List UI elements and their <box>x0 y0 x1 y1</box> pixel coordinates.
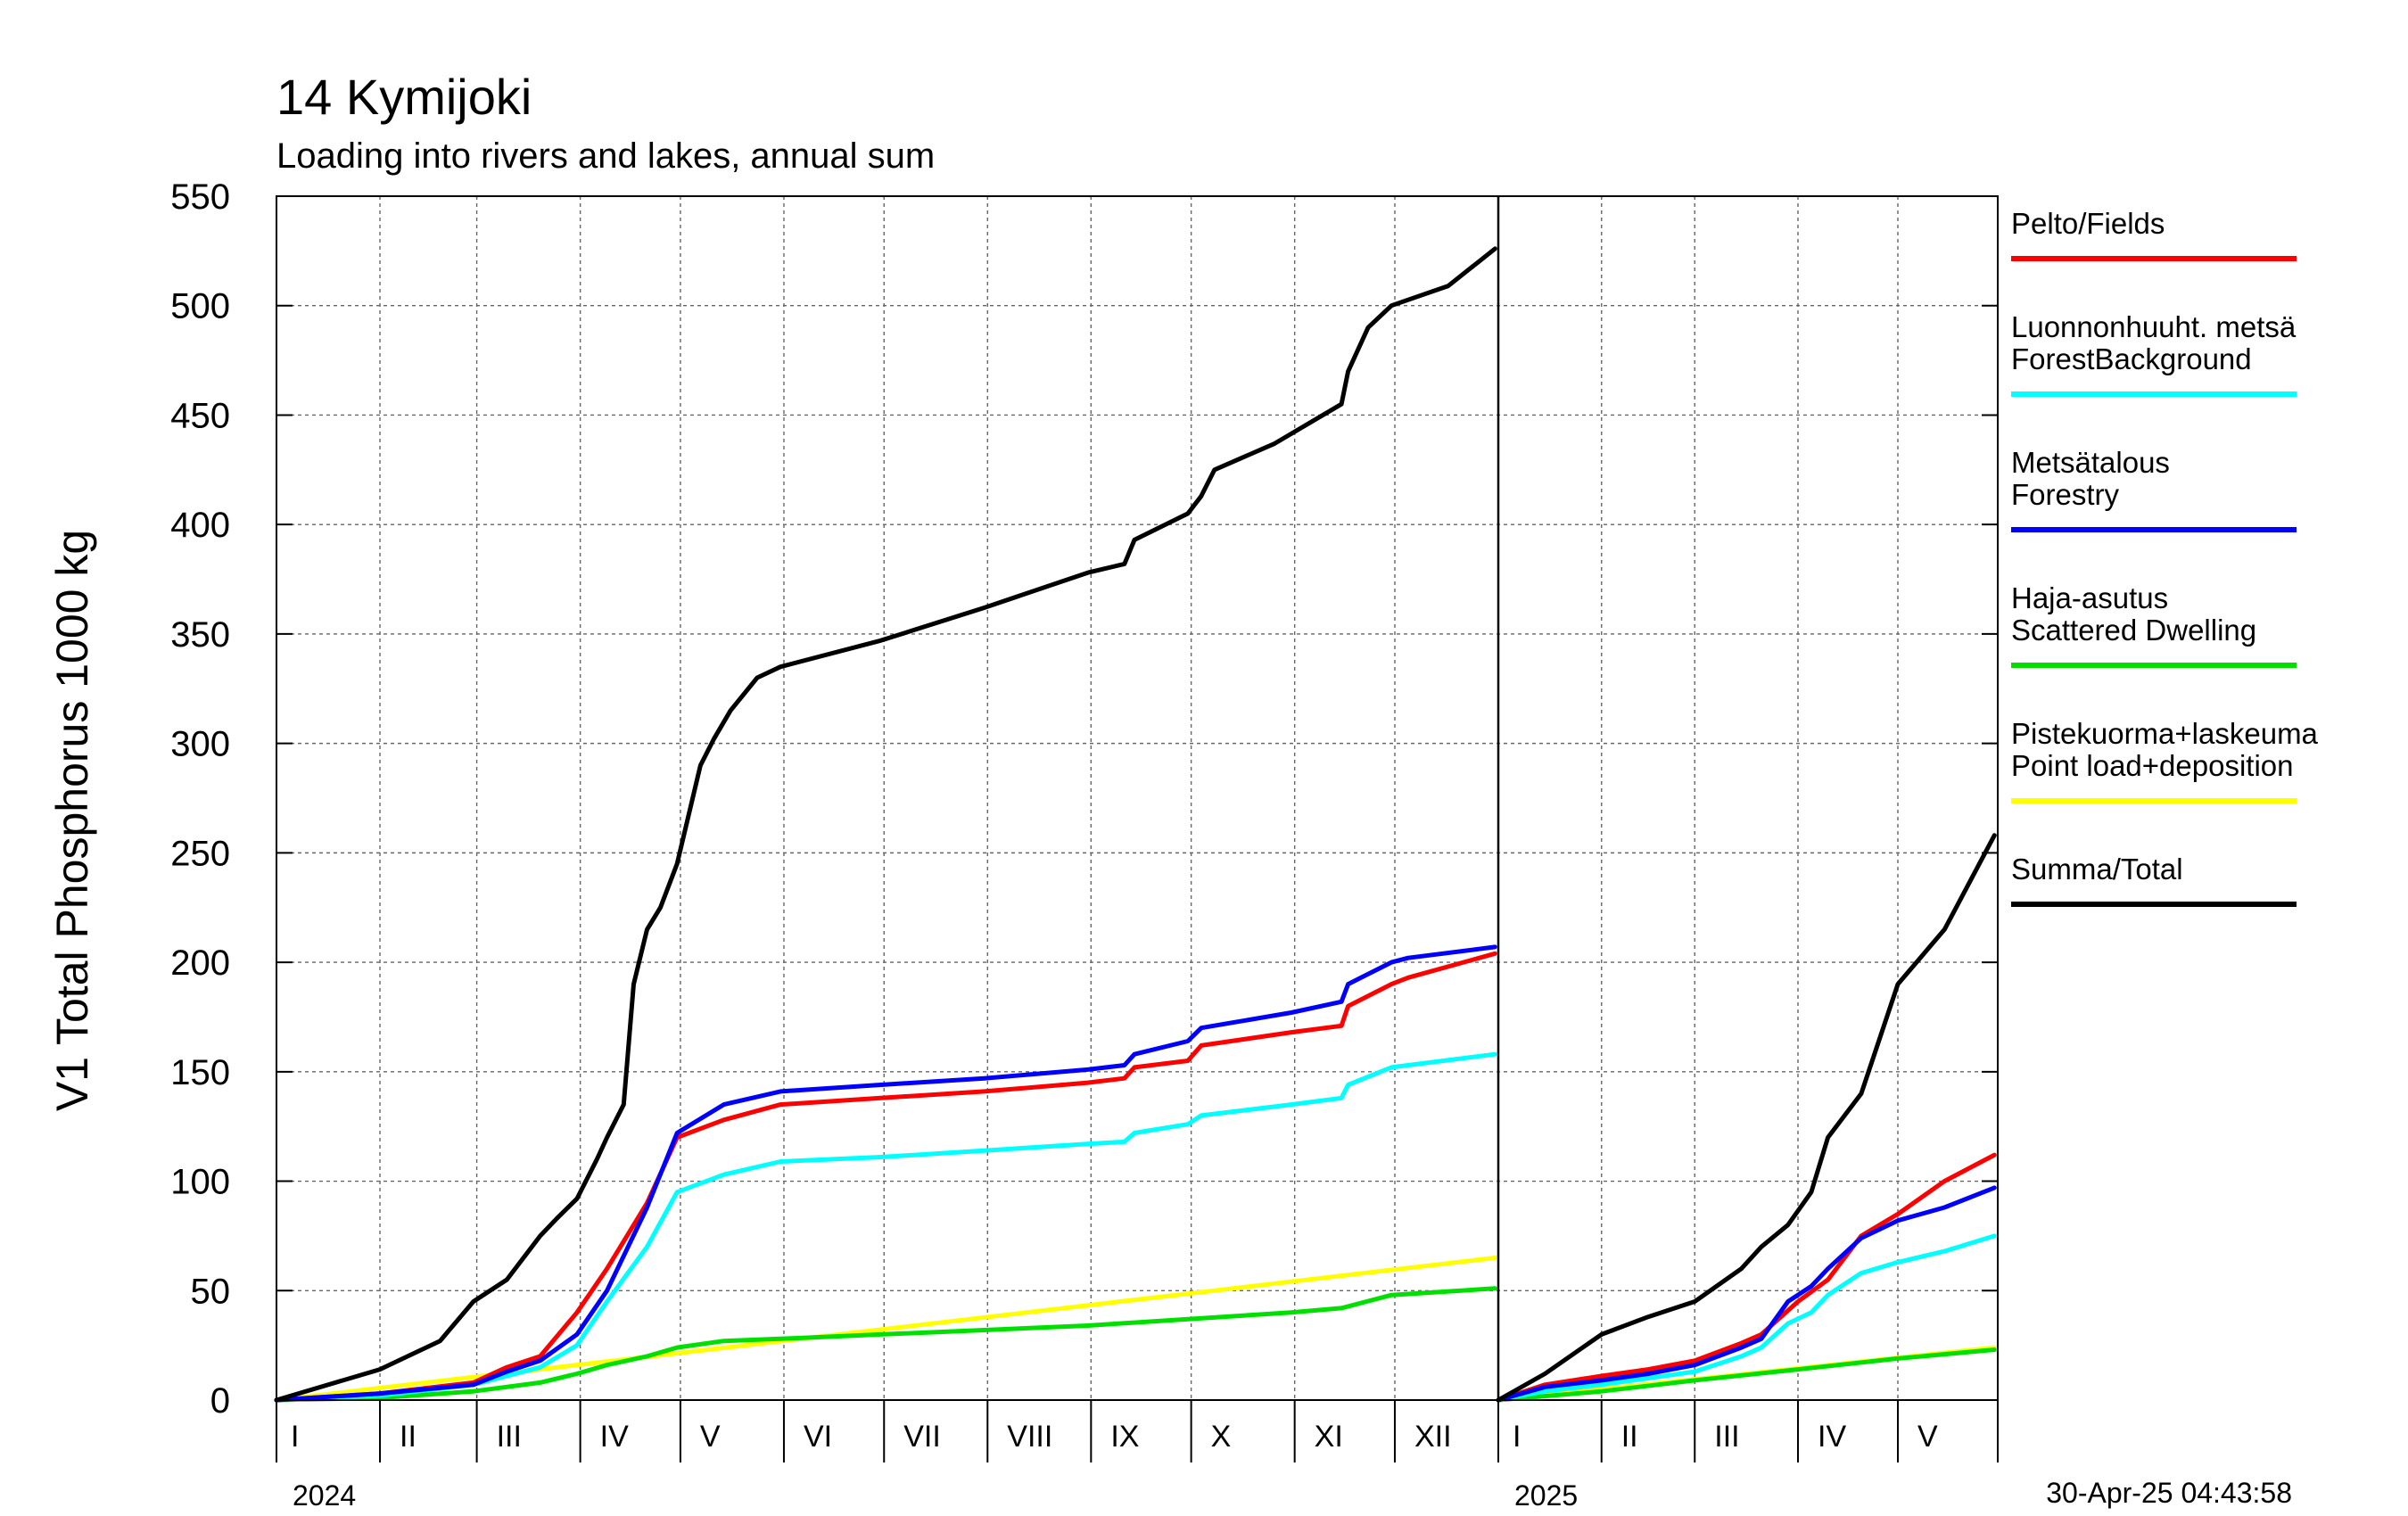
timestamp: 30-Apr-25 04:43:58 <box>2046 1477 2292 1509</box>
y-tick-label: 300 <box>170 725 230 764</box>
legend-label: Luonnonhuuht. metsä <box>2011 310 2297 343</box>
series-line-total-2025 <box>1496 833 1997 1403</box>
month-label: I <box>291 1420 299 1454</box>
series-line-point_load_deposition-2024 <box>274 1256 1497 1403</box>
month-label: II <box>1621 1420 1638 1454</box>
legend-label: Pelto/Fields <box>2011 207 2165 240</box>
month-label: V <box>700 1420 721 1454</box>
series-line-scattered_dwelling-2025 <box>1496 1347 1997 1403</box>
y-axis-label: V1 Total Phosphorus 1000 kg <box>47 530 97 1111</box>
month-label: VI <box>804 1420 832 1454</box>
series-line-scattered_dwelling-2024 <box>274 1286 1497 1403</box>
y-tick-label: 0 <box>210 1381 230 1421</box>
series-line-fields-2024 <box>274 951 1497 1403</box>
legend-label: Pistekuorma+laskeuma <box>2011 717 2319 750</box>
legend-label: Forestry <box>2011 478 2120 511</box>
month-label: III <box>1714 1420 1739 1454</box>
series-layer <box>274 246 1997 1403</box>
month-label: XII <box>1414 1420 1452 1454</box>
legend-label: Scattered Dwelling <box>2011 614 2256 647</box>
legend: Pelto/Fields Luonnonhuuht. metsäForestBac… <box>2011 207 2319 907</box>
month-label: IV <box>1818 1420 1846 1454</box>
y-tick-label: 350 <box>170 615 230 655</box>
series-line-forestry-2025 <box>1496 1185 1997 1403</box>
month-label: V <box>1917 1420 1938 1454</box>
legend-label: Haja-asutus <box>2011 581 2168 614</box>
legend-label: Metsätalous <box>2011 446 2170 479</box>
year-label: 2025 <box>1514 1479 1578 1512</box>
y-tick-label: 500 <box>170 287 230 326</box>
chart-subtitle: Loading into rivers and lakes, annual su… <box>276 136 935 176</box>
series-line-forest_background-2024 <box>274 1051 1497 1403</box>
month-label: XI <box>1315 1420 1343 1454</box>
legend-label: Summa/Total <box>2011 853 2183 886</box>
month-label: VIII <box>1007 1420 1052 1454</box>
y-tick-label: 550 <box>170 177 230 217</box>
month-label: I <box>1513 1420 1521 1454</box>
y-tick-label: 100 <box>170 1163 230 1202</box>
legend-label: Point load+deposition <box>2011 749 2294 782</box>
y-tick-label: 400 <box>170 506 230 545</box>
month-label: X <box>1211 1420 1232 1454</box>
legend-item-fields: Pelto/Fields <box>2011 207 2297 261</box>
y-tick-label: 150 <box>170 1053 230 1092</box>
series-line-forest_background-2025 <box>1496 1233 1997 1403</box>
month-label: IV <box>600 1420 629 1454</box>
series-line-forestry-2024 <box>274 944 1497 1403</box>
grid-layer <box>276 196 1998 1400</box>
legend-item-total: Summa/Total <box>2011 853 2297 907</box>
y-tick-label: 250 <box>170 834 230 873</box>
y-tick-label: 50 <box>191 1272 231 1311</box>
month-label: IX <box>1110 1420 1139 1454</box>
chart-title: 14 Kymijoki <box>276 69 532 125</box>
month-label: II <box>400 1420 416 1454</box>
year-label: 2024 <box>293 1479 356 1512</box>
legend-label: ForestBackground <box>2011 342 2252 375</box>
series-line-total-2024 <box>274 246 1497 1403</box>
y-tick-label: 450 <box>170 396 230 435</box>
plot-frame <box>276 195 1999 1401</box>
month-label: III <box>497 1420 522 1454</box>
series-line-fields-2025 <box>1496 1152 1997 1403</box>
frame-layer <box>276 195 1999 1401</box>
month-label: VII <box>903 1420 941 1454</box>
y-tick-label: 200 <box>170 943 230 983</box>
